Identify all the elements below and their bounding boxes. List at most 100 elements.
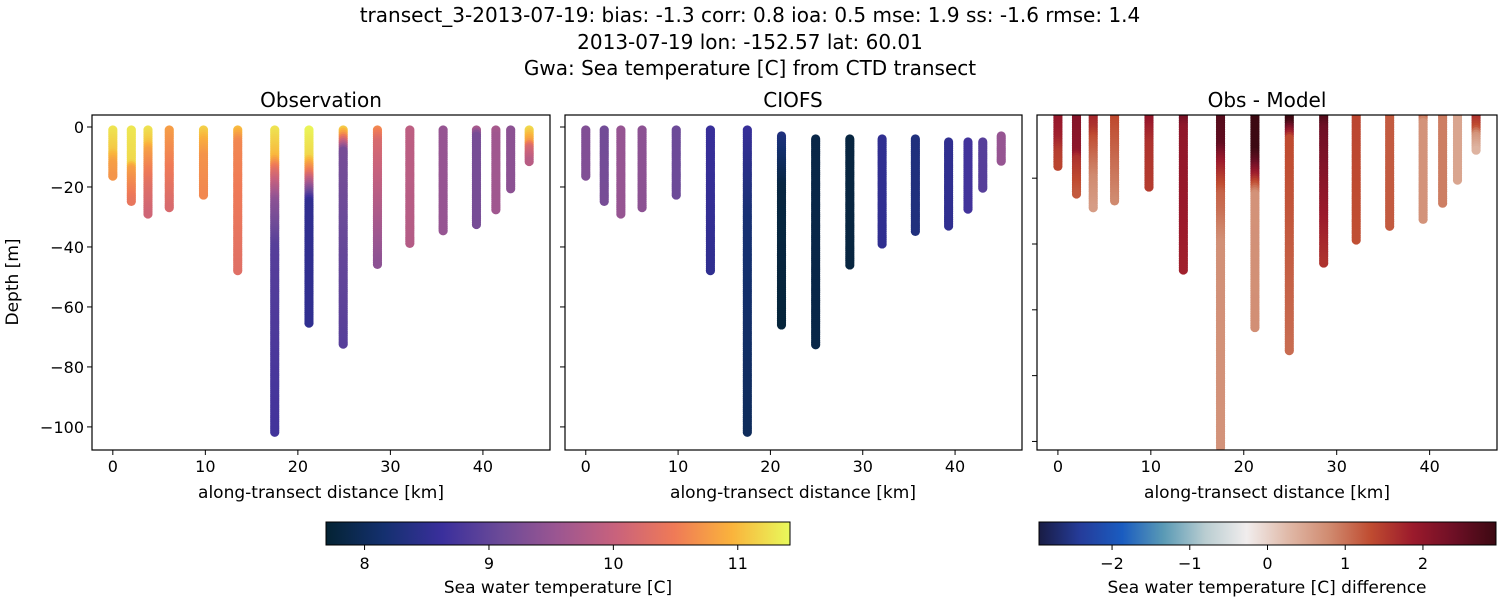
colorbar-tick-label: 10 — [603, 554, 623, 573]
axes-frame — [1036, 114, 1498, 451]
y-tick-label: 0 — [74, 118, 84, 137]
data-point — [776, 320, 787, 330]
station-profile — [978, 137, 988, 193]
station-profile — [944, 137, 954, 231]
data-point — [996, 156, 1006, 166]
data-point — [1471, 145, 1481, 155]
x-tick-label: 10 — [668, 457, 688, 476]
station-profile — [372, 125, 383, 269]
station-profile — [1385, 115, 1395, 231]
data-points — [1053, 115, 1481, 450]
colorbar-tick-label: −2 — [1100, 554, 1124, 573]
colorbar-tick-label: −1 — [1178, 554, 1202, 573]
data-point — [1418, 214, 1428, 224]
x-tick-label: 0 — [108, 457, 118, 476]
x-tick-label: 20 — [1234, 457, 1254, 476]
station-profile — [1053, 115, 1063, 171]
x-axis-label: along-transect distance [km] — [670, 483, 916, 503]
station-profile — [405, 125, 415, 248]
colorbar-tick-label: 0 — [1262, 554, 1272, 573]
data-point — [372, 259, 383, 269]
data-point — [811, 340, 821, 350]
data-point — [1351, 235, 1361, 245]
station-profile — [1438, 115, 1448, 208]
y-tick-label: −20 — [50, 178, 84, 197]
station-profile — [270, 125, 280, 437]
data-point — [1215, 442, 1226, 450]
data-point — [270, 427, 280, 437]
figure-title-line-1: transect_3-2013-07-19: bias: -1.3 corr: … — [360, 3, 1141, 27]
data-point — [1071, 189, 1082, 199]
data-points — [581, 125, 1006, 437]
station-profile — [742, 125, 752, 437]
data-point — [491, 205, 501, 215]
x-tick-label: 30 — [380, 457, 400, 476]
station-profile — [671, 125, 681, 200]
station-profile — [910, 134, 920, 236]
figure-title-line-3: Gwa: Sea temperature [C] from CTD transe… — [524, 56, 976, 80]
station-profile — [637, 125, 647, 213]
data-point — [108, 171, 118, 181]
data-points — [108, 125, 534, 437]
station-profile — [438, 125, 448, 236]
data-point — [637, 203, 647, 213]
data-point — [1438, 198, 1448, 208]
data-point — [742, 427, 752, 437]
colorbar-tick-label: 9 — [484, 554, 494, 573]
station-profile — [304, 125, 314, 328]
data-point — [506, 184, 516, 194]
station-profile — [1178, 115, 1188, 275]
station-profile — [963, 137, 973, 214]
data-point — [198, 190, 209, 200]
x-tick-label: 30 — [853, 457, 873, 476]
data-point — [616, 209, 626, 219]
data-point — [164, 203, 174, 213]
data-point — [978, 183, 988, 193]
data-point — [405, 238, 415, 248]
data-point — [524, 156, 534, 167]
station-profile — [811, 134, 821, 350]
data-point — [143, 209, 153, 219]
station-profile — [705, 125, 716, 276]
station-profile — [616, 125, 626, 219]
station-profile — [1071, 115, 1082, 199]
station-profile — [845, 134, 855, 270]
data-point — [1319, 258, 1329, 268]
x-tick-label: 10 — [195, 457, 215, 476]
data-point — [671, 190, 681, 200]
y-tick-label: −60 — [50, 298, 84, 317]
data-point — [1144, 182, 1154, 192]
station-profile — [471, 125, 482, 230]
station-profile — [776, 131, 787, 330]
data-point — [233, 266, 243, 276]
figure-title-line-2: 2013-07-19 lon: -152.57 lat: 60.01 — [577, 30, 923, 54]
data-point — [1053, 161, 1063, 171]
colorbar-tick-label: 11 — [728, 554, 748, 573]
y-axis-label: Depth [m] — [3, 238, 23, 325]
data-point — [338, 339, 348, 349]
data-point — [705, 266, 716, 276]
station-profile — [1250, 115, 1260, 333]
station-profile — [1351, 115, 1361, 245]
station-profile — [1215, 115, 1226, 450]
data-point — [845, 260, 855, 270]
x-tick-label: 40 — [945, 457, 965, 476]
data-point — [1178, 265, 1188, 275]
y-tick-label: −100 — [40, 418, 84, 437]
colorbar-label: Sea water temperature [C] difference — [1107, 578, 1426, 598]
station-profile — [164, 125, 174, 213]
data-point — [1109, 196, 1120, 206]
colorbar-gradient — [325, 521, 791, 546]
y-tick-label: −40 — [50, 238, 84, 257]
station-profile — [1418, 115, 1428, 224]
data-point — [910, 226, 920, 236]
ciofs-panel: CIOFS along-transect distance [km] 0 10 20… — [560, 88, 1023, 503]
data-point — [1385, 221, 1395, 231]
station-profile — [126, 125, 136, 206]
data-point — [963, 204, 973, 214]
difference-colorbar: Sea water temperature [C] difference −2 −… — [1038, 521, 1497, 598]
data-point — [1452, 175, 1463, 185]
panel-title: Observation — [260, 88, 382, 112]
x-tick-label: 20 — [288, 457, 308, 476]
